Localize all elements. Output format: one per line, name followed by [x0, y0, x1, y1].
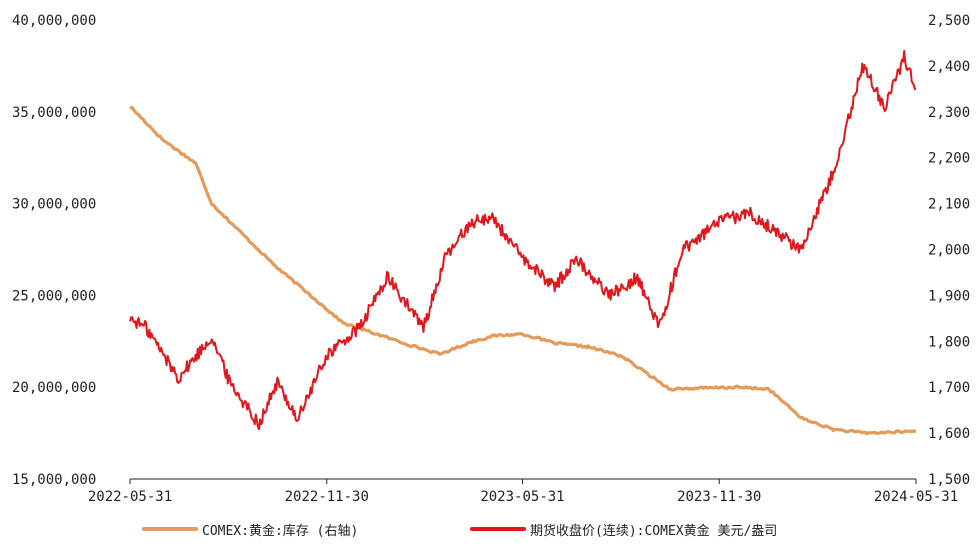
- series-line-price: [129, 50, 917, 431]
- right-tick-label: 1,700: [928, 380, 970, 396]
- right-tick-label: 1,900: [928, 288, 970, 304]
- x-tick-label: 2024-05-31: [874, 489, 958, 505]
- x-tick-label: 2023-05-31: [480, 489, 564, 505]
- x-tick-label: 2023-11-30: [677, 489, 761, 505]
- left-tick-label: 25,000,000: [12, 288, 96, 304]
- right-tick-label: 1,800: [928, 334, 970, 350]
- right-tick-label: 2,000: [928, 243, 970, 259]
- left-tick-label: 15,000,000: [12, 472, 96, 488]
- right-tick-label: 1,600: [928, 426, 970, 442]
- right-tick-label: 1,500: [928, 472, 970, 488]
- right-tick-label: 2,100: [928, 197, 970, 213]
- right-tick-label: 2,500: [928, 13, 970, 29]
- left-tick-label: 30,000,000: [12, 197, 96, 213]
- legend-swatch-inventory: [142, 527, 198, 531]
- legend-label-inventory: COMEX:黄金:库存 (右轴): [202, 523, 359, 539]
- x-axis-ticks: 2022-05-31 2022-11-30 2023-05-31 2023-11-30…: [88, 479, 958, 505]
- legend-swatch-price: [470, 527, 526, 531]
- left-tick-label: 40,000,000: [12, 13, 96, 29]
- left-axis-ticks: 15,000,000 20,000,000 25,000,000 30,000,000…: [12, 13, 96, 488]
- legend-item-inventory: COMEX:黄金:库存 (右轴): [142, 516, 358, 542]
- legend-item-price: 期货收盘价(连续):COMEX黄金 美元/盎司: [470, 516, 777, 542]
- series-line-inventory: [129, 105, 917, 436]
- legend-label-price: 期货收盘价(连续):COMEX黄金 美元/盎司: [530, 523, 778, 539]
- right-axis-ticks: 1,500 1,600 1,700 1,800 1,900 2,000 2,100 2,200…: [928, 13, 970, 488]
- left-tick-label: 35,000,000: [12, 105, 96, 121]
- x-tick-label: 2022-11-30: [285, 489, 369, 505]
- right-tick-label: 2,200: [928, 151, 970, 167]
- right-tick-label: 2,400: [928, 59, 970, 75]
- x-tick-label: 2022-05-31: [88, 489, 172, 505]
- right-tick-label: 2,300: [928, 105, 970, 121]
- dual-axis-line-chart: 2022-05-31 2022-11-30 2023-05-31 2023-11-30…: [12, 13, 970, 505]
- series-layer: [129, 50, 917, 436]
- left-tick-label: 20,000,000: [12, 380, 96, 396]
